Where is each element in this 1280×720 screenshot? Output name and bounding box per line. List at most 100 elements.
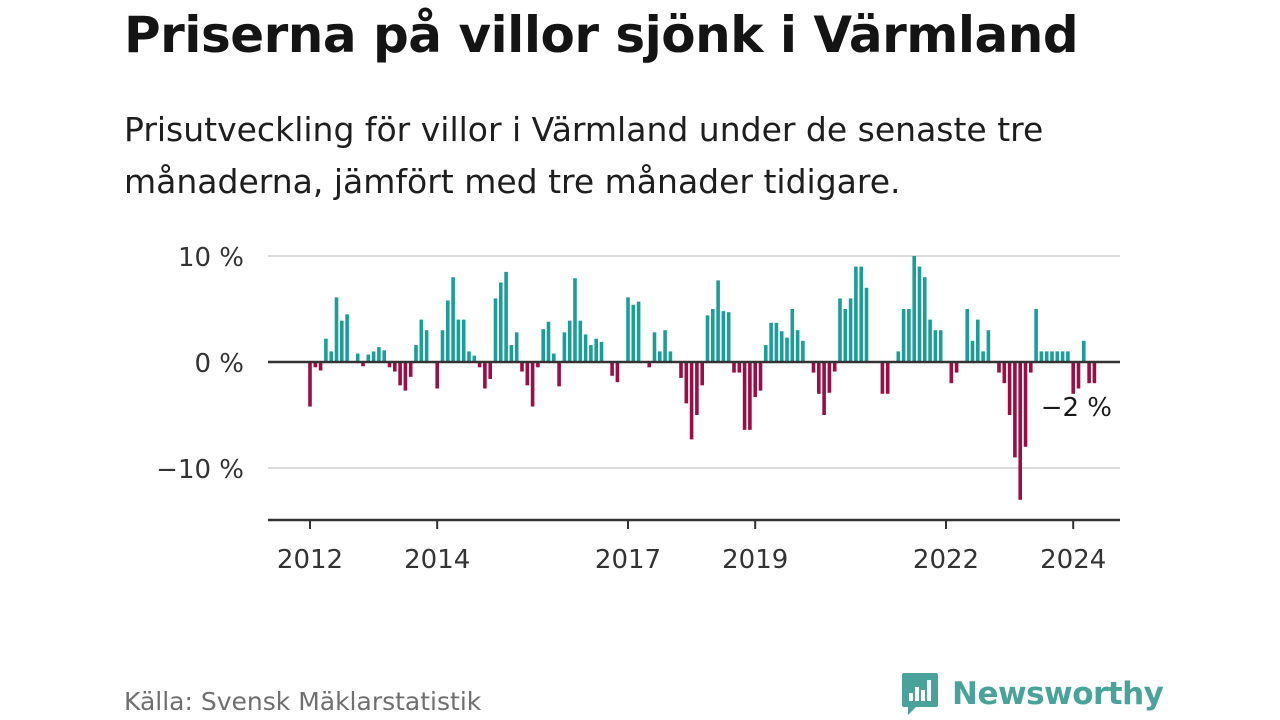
bar [711,309,715,362]
bar [705,315,710,362]
bar [843,309,848,362]
bar [917,266,922,362]
bar [854,266,858,362]
bar [795,330,800,362]
bar [340,320,344,362]
bar [536,362,540,368]
bar [477,362,482,368]
bar [949,362,954,384]
bar [366,354,371,362]
bar [1087,362,1091,384]
bar [647,362,651,368]
gridlines [268,255,1120,469]
bar [567,320,572,362]
bar [742,362,747,430]
data-label: −2 % [1041,393,1112,423]
bar [817,362,821,394]
bar [1013,362,1017,458]
bar [1050,351,1054,362]
bar [324,338,328,362]
bar [981,351,985,362]
bar [371,351,376,362]
bar [440,330,445,362]
bar [583,334,588,362]
bar [631,304,636,362]
bar [832,362,837,372]
x-tick-label: 2012 [277,545,343,575]
bar [509,345,514,362]
bar [589,345,593,362]
bar [355,353,360,362]
bar [546,321,551,362]
bar [885,362,890,394]
bar [748,362,752,430]
bar [700,362,704,386]
bar [965,309,969,362]
bar [658,351,662,362]
bar [838,298,842,362]
labels: 10 % 0 % −10 % 2012 2014 2017 2019 2022 2024 −2 % [156,243,1112,575]
bar [732,362,736,373]
bar [774,322,779,362]
bar [382,350,386,362]
bar [928,319,932,362]
bar [737,362,742,373]
bar [472,355,477,362]
bar [514,332,519,362]
bar [880,362,885,394]
bar [758,362,763,391]
bar [499,282,503,362]
bar [901,309,906,362]
bar [1066,351,1070,362]
bar [329,351,333,362]
bar [419,319,424,362]
bar [938,330,943,362]
bar [986,330,991,362]
bar [912,256,916,362]
bar [313,362,318,368]
bar [954,362,959,373]
bar [1082,340,1086,362]
x-tick-label: 2022 [913,545,979,575]
bar [403,362,408,391]
x-tick-label: 2014 [404,545,470,575]
bar [424,330,429,362]
bar [562,332,567,362]
bar [663,330,667,362]
bar [764,345,768,362]
bar [1018,362,1022,500]
bar [461,319,466,362]
bar [970,340,975,362]
bar [695,362,699,415]
bar [1071,362,1075,394]
bar [933,330,938,362]
bar [859,266,863,362]
y-tick-label: −10 % [156,455,244,485]
bar [716,280,720,362]
y-tick-label: 0 % [194,349,244,379]
bar [753,362,757,397]
bar [1034,309,1038,362]
bar [652,332,657,362]
bar [1002,362,1007,384]
bar [530,362,535,407]
bar [790,309,795,362]
bar [615,362,620,383]
bar [976,319,980,362]
bar [1092,362,1097,384]
brand-logo[interactable]: Newsworthy [900,670,1164,718]
bar [726,312,731,362]
bar [848,298,853,362]
bar [361,362,365,367]
bar [493,298,498,362]
bar [779,331,784,362]
bar [679,362,683,378]
bar [594,338,598,362]
bar [636,301,641,362]
bar [1029,362,1033,373]
bar [578,320,583,362]
bar [599,341,604,362]
bar [907,309,911,362]
bar [1007,362,1012,415]
x-tick-label: 2024 [1040,545,1106,575]
